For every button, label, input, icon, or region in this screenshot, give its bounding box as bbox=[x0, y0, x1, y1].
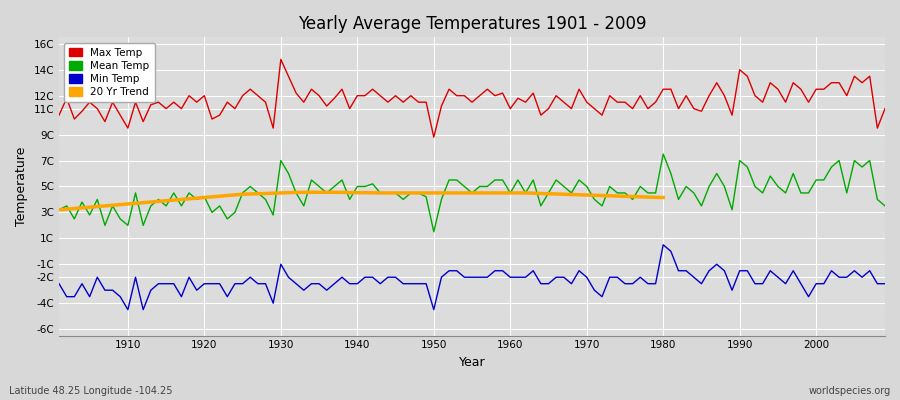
Legend: Max Temp, Mean Temp, Min Temp, 20 Yr Trend: Max Temp, Mean Temp, Min Temp, 20 Yr Tre… bbox=[64, 42, 155, 102]
X-axis label: Year: Year bbox=[459, 356, 485, 369]
Text: worldspecies.org: worldspecies.org bbox=[809, 386, 891, 396]
Text: Latitude 48.25 Longitude -104.25: Latitude 48.25 Longitude -104.25 bbox=[9, 386, 173, 396]
Title: Yearly Average Temperatures 1901 - 2009: Yearly Average Temperatures 1901 - 2009 bbox=[298, 15, 646, 33]
Y-axis label: Temperature: Temperature bbox=[15, 147, 28, 226]
